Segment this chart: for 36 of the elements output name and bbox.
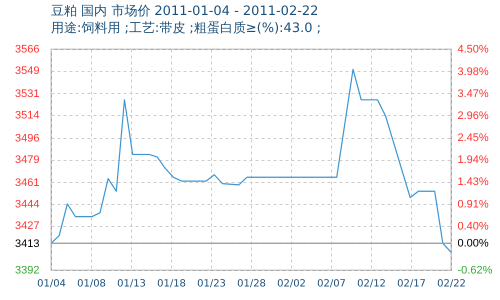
y-tick-label: 3496: [15, 132, 40, 144]
y-tick-label: 3461: [15, 176, 40, 189]
x-tick-label: 01/18: [157, 278, 186, 290]
y-tick-label: 3427: [15, 220, 40, 232]
x-tick-label: 01/08: [77, 278, 106, 290]
x-tick-label: 02/12: [357, 278, 386, 290]
y2-tick-label: 4.50%: [458, 44, 489, 56]
chart-subtitle: 用途:饲料用 ;工艺:带皮 ;粗蛋白质≥(%):43.0 ;: [51, 21, 322, 36]
x-tick-label: 02/22: [437, 278, 466, 290]
y2-tick-label: 0.40%: [458, 220, 489, 232]
y-tick-label: 3566: [15, 44, 40, 56]
x-tick-label: 01/28: [237, 278, 266, 290]
y-tick-label: 3392: [15, 264, 40, 276]
y-tick-label: 3479: [15, 154, 40, 166]
y-tick-label: 3514: [15, 110, 40, 122]
y-tick-label: 3549: [15, 65, 40, 78]
chart-title: 豆粕 国内 市场价 2011-01-04 - 2011-02-22: [51, 4, 318, 19]
x-tick-label: 02/17: [397, 278, 426, 290]
x-tick-label: 01/04: [37, 278, 66, 290]
y2-tick-label: 3.47%: [458, 88, 489, 100]
y-tick-label: 3444: [15, 198, 40, 210]
y-tick-label: 3413: [15, 238, 40, 250]
y2-tick-label: 0.00%: [458, 238, 489, 250]
y-tick-label: 3531: [15, 88, 40, 100]
x-tick-label: 02/07: [317, 278, 346, 290]
y2-tick-label: 3.98%: [458, 66, 489, 78]
y2-tick-label: 2.45%: [458, 132, 489, 144]
x-tick-label: 01/23: [197, 278, 226, 290]
y2-tick-label: 2.96%: [458, 110, 489, 122]
y2-tick-label: -0.62%: [458, 264, 493, 276]
y2-tick-label: 1.94%: [458, 154, 489, 166]
x-tick-label: 01/13: [117, 278, 146, 290]
y2-tick-label: 1.43%: [458, 176, 489, 188]
line-series: [50, 68, 452, 253]
y2-tick-label: 0.91%: [458, 198, 489, 210]
x-tick-label: 02/02: [277, 278, 306, 290]
